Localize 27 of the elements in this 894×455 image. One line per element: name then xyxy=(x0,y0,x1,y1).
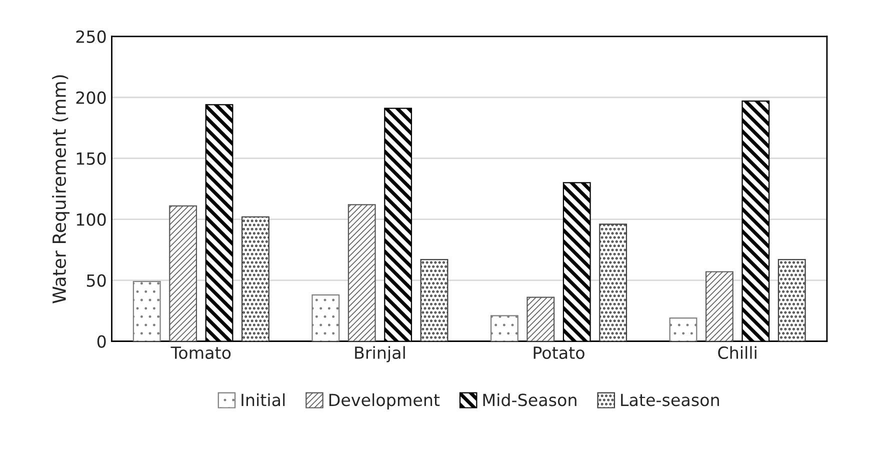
y-tick-label: 100 xyxy=(76,213,106,226)
y-tick-label: 250 xyxy=(76,30,106,43)
legend-label: Mid-Season xyxy=(483,393,576,406)
x-tick-label: Potato xyxy=(534,346,584,360)
bar xyxy=(669,318,698,342)
bar xyxy=(348,204,376,342)
bar xyxy=(599,224,628,342)
bar xyxy=(705,271,734,342)
bar xyxy=(526,296,555,342)
bar xyxy=(420,258,448,342)
bar xyxy=(490,315,518,342)
y-tick-label: 150 xyxy=(76,152,106,165)
y-tick-label: 50 xyxy=(86,274,106,287)
y-axis-title: Water Requirement (mm) xyxy=(52,75,70,304)
legend-label: Development xyxy=(329,393,440,410)
legend-label: Late-season xyxy=(621,394,719,406)
bar xyxy=(132,280,161,342)
y-tick-label: 0 xyxy=(97,335,106,348)
legend-label: Initial xyxy=(242,393,285,406)
bar xyxy=(778,258,806,342)
x-tick-label: Tomato xyxy=(170,346,231,360)
y-tick-label: 200 xyxy=(76,91,106,104)
x-tick-label: Chilli xyxy=(718,346,756,360)
bar xyxy=(169,205,198,342)
bar xyxy=(241,216,270,342)
bar xyxy=(312,294,340,342)
x-tick-label: Brinjal xyxy=(355,346,405,362)
